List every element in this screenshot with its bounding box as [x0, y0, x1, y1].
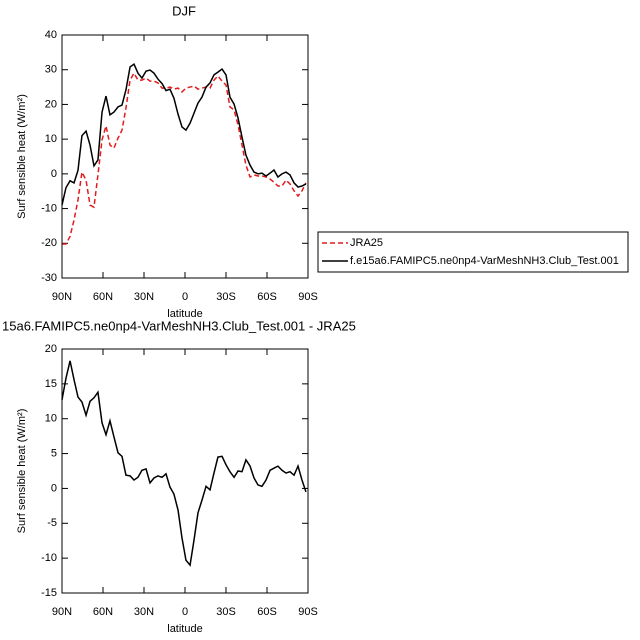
- x-tick-label: 90S: [298, 606, 318, 618]
- y-tick-label: -20: [41, 237, 57, 249]
- y-tick-label: 10: [45, 413, 57, 425]
- y-tick-label: 30: [45, 64, 57, 76]
- x-tick-label: 60N: [93, 291, 113, 303]
- x-tick-label: 30N: [134, 291, 154, 303]
- legend-box: [317, 231, 629, 273]
- x-tick-label: 90N: [52, 291, 72, 303]
- chart-title: 15a6.FAMIPC5.ne0np4-VarMeshNH3.Club_Test…: [2, 318, 356, 333]
- y-axis-label: Surf sensible heat (W/m²): [16, 94, 28, 219]
- x-tick-label: 30S: [216, 606, 236, 618]
- y-tick-label: -15: [41, 587, 57, 599]
- y-tick-label: 10: [45, 133, 57, 145]
- x-axis-label: latitude: [167, 308, 202, 320]
- y-tick-label: -10: [41, 552, 57, 564]
- y-tick-label: 20: [45, 98, 57, 110]
- legend-label: f.e15a6.FAMIPC5.ne0np4-VarMeshNH3.Club_T…: [350, 255, 619, 267]
- y-tick-label: -10: [41, 202, 57, 214]
- y-tick-label: 15: [45, 378, 57, 390]
- x-tick-label: 60S: [257, 606, 277, 618]
- data-line: [62, 71, 307, 245]
- data-line: [61, 63, 307, 206]
- y-tick-label: 0: [51, 482, 57, 494]
- y-tick-label: 40: [45, 29, 57, 41]
- data-line: [61, 360, 307, 567]
- plot-frame: [61, 34, 309, 279]
- x-tick-label: 0: [182, 291, 188, 303]
- x-tick-label: 0: [182, 606, 188, 618]
- y-tick-label: -30: [41, 272, 57, 284]
- x-tick-label: 60S: [257, 291, 277, 303]
- y-tick-label: 0: [51, 168, 57, 180]
- x-tick-label: 90N: [52, 606, 72, 618]
- x-tick-label: 30N: [134, 606, 154, 618]
- x-axis-label: latitude: [167, 623, 202, 635]
- y-tick-label: -5: [47, 517, 57, 529]
- y-tick-label: 20: [45, 343, 57, 355]
- chart-title: DJF: [172, 3, 196, 18]
- x-tick-label: 30S: [216, 291, 236, 303]
- legend-label: JRA25: [350, 237, 383, 249]
- plot-frame: [61, 348, 309, 594]
- y-axis-label: Surf sensible heat (W/m²): [16, 409, 28, 534]
- x-tick-label: 60N: [93, 606, 113, 618]
- x-tick-label: 90S: [298, 291, 318, 303]
- y-tick-label: 5: [51, 447, 57, 459]
